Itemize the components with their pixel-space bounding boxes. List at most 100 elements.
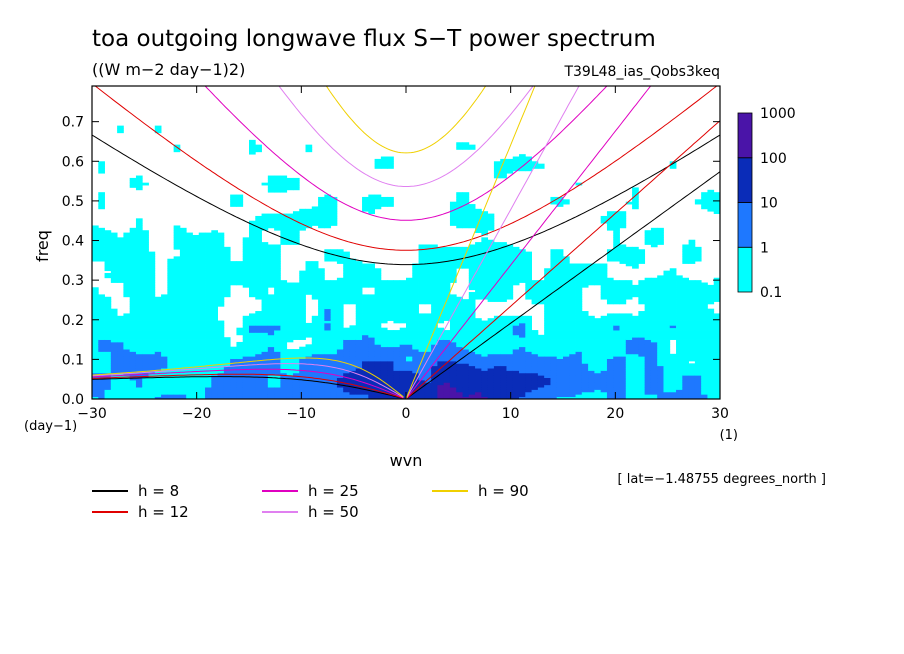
- power-cell: [563, 287, 570, 291]
- power-cell: [324, 377, 332, 381]
- power-cell: [362, 384, 369, 388]
- power-cell: [167, 294, 175, 298]
- power-cell: [205, 353, 212, 357]
- power-cell: [211, 237, 218, 241]
- power-cell: [456, 339, 463, 343]
- power-cell: [318, 225, 325, 229]
- power-cell: [449, 370, 457, 374]
- power-cell: [456, 299, 463, 302]
- power-cell: [512, 270, 520, 274]
- power-cell: [98, 344, 105, 348]
- power-cell: [311, 296, 319, 300]
- power-cell: [117, 375, 124, 379]
- power-cell: [406, 368, 413, 371]
- power-cell: [117, 263, 124, 267]
- power-cell: [280, 175, 288, 179]
- power-cell: [129, 268, 137, 272]
- power-cell: [581, 370, 589, 374]
- power-cell: [142, 249, 149, 253]
- power-cell: [575, 320, 583, 324]
- power-cell: [493, 389, 501, 393]
- power-cell: [98, 358, 105, 362]
- power-cell: [299, 358, 306, 362]
- power-cell: [198, 368, 206, 371]
- power-cell: [569, 325, 576, 329]
- power-cell: [318, 280, 325, 283]
- power-cell: [594, 353, 602, 357]
- power-cell: [512, 261, 520, 264]
- power-cell: [186, 311, 193, 314]
- power-cell: [280, 327, 288, 331]
- power-cell: [418, 277, 426, 281]
- power-cell: [255, 377, 262, 381]
- power-cell: [305, 368, 313, 371]
- power-cell: [537, 349, 545, 352]
- power-cell: [424, 282, 432, 286]
- power-cell: [431, 265, 438, 269]
- power-cell: [449, 246, 457, 250]
- power-cell: [154, 396, 162, 399]
- power-cell: [104, 263, 112, 267]
- power-cell: [261, 284, 269, 288]
- power-cell: [500, 337, 507, 340]
- power-cell: [380, 294, 388, 298]
- power-cell: [330, 306, 338, 310]
- power-cell: [167, 327, 175, 331]
- power-cell: [437, 292, 445, 295]
- power-cell: [186, 346, 193, 350]
- power-cell: [500, 351, 507, 355]
- power-cell: [437, 339, 445, 343]
- power-cell: [311, 394, 319, 398]
- power-cell: [506, 253, 514, 257]
- power-cell: [506, 377, 514, 381]
- power-cell: [249, 322, 256, 326]
- power-cell: [274, 353, 281, 357]
- power-cell: [267, 353, 275, 357]
- power-cell: [192, 356, 200, 359]
- power-cell: [148, 346, 156, 350]
- power-cell: [588, 273, 595, 276]
- power-cell: [380, 330, 388, 333]
- power-cell: [569, 337, 576, 340]
- power-cell: [198, 289, 206, 293]
- power-cell: [305, 346, 313, 350]
- power-cell: [161, 315, 168, 319]
- power-cell: [198, 384, 206, 388]
- power-cell: [556, 270, 564, 274]
- power-cell: [418, 346, 426, 350]
- power-cell: [142, 292, 149, 295]
- power-cell: [167, 292, 175, 295]
- power-cell: [343, 327, 350, 331]
- power-cell: [487, 356, 495, 359]
- power-cell: [261, 370, 269, 374]
- power-cell: [161, 339, 168, 343]
- power-cell: [380, 339, 388, 343]
- power-cell: [318, 268, 325, 272]
- power-cell: [368, 346, 375, 350]
- power-cell: [311, 208, 319, 212]
- power-cell: [142, 334, 149, 338]
- power-cell: [374, 268, 382, 272]
- power-cell: [406, 322, 413, 326]
- power-cell: [167, 341, 175, 345]
- power-cell: [330, 339, 338, 343]
- power-cell: [311, 263, 319, 267]
- power-cell: [594, 332, 602, 336]
- power-cell: [223, 270, 231, 274]
- power-cell: [117, 318, 124, 321]
- power-cell: [374, 356, 382, 359]
- power-cell: [192, 284, 200, 288]
- power-cell: [129, 308, 137, 312]
- power-cell: [487, 320, 495, 324]
- power-cell: [393, 351, 401, 355]
- power-cell: [217, 396, 225, 399]
- power-cell: [569, 344, 576, 348]
- power-cell: [123, 287, 131, 291]
- power-cell: [588, 330, 595, 333]
- power-cell: [280, 382, 288, 386]
- power-cell: [475, 258, 482, 262]
- power-cell: [594, 318, 602, 321]
- power-cell: [594, 394, 602, 398]
- power-cell: [431, 277, 438, 281]
- power-cell: [129, 377, 137, 381]
